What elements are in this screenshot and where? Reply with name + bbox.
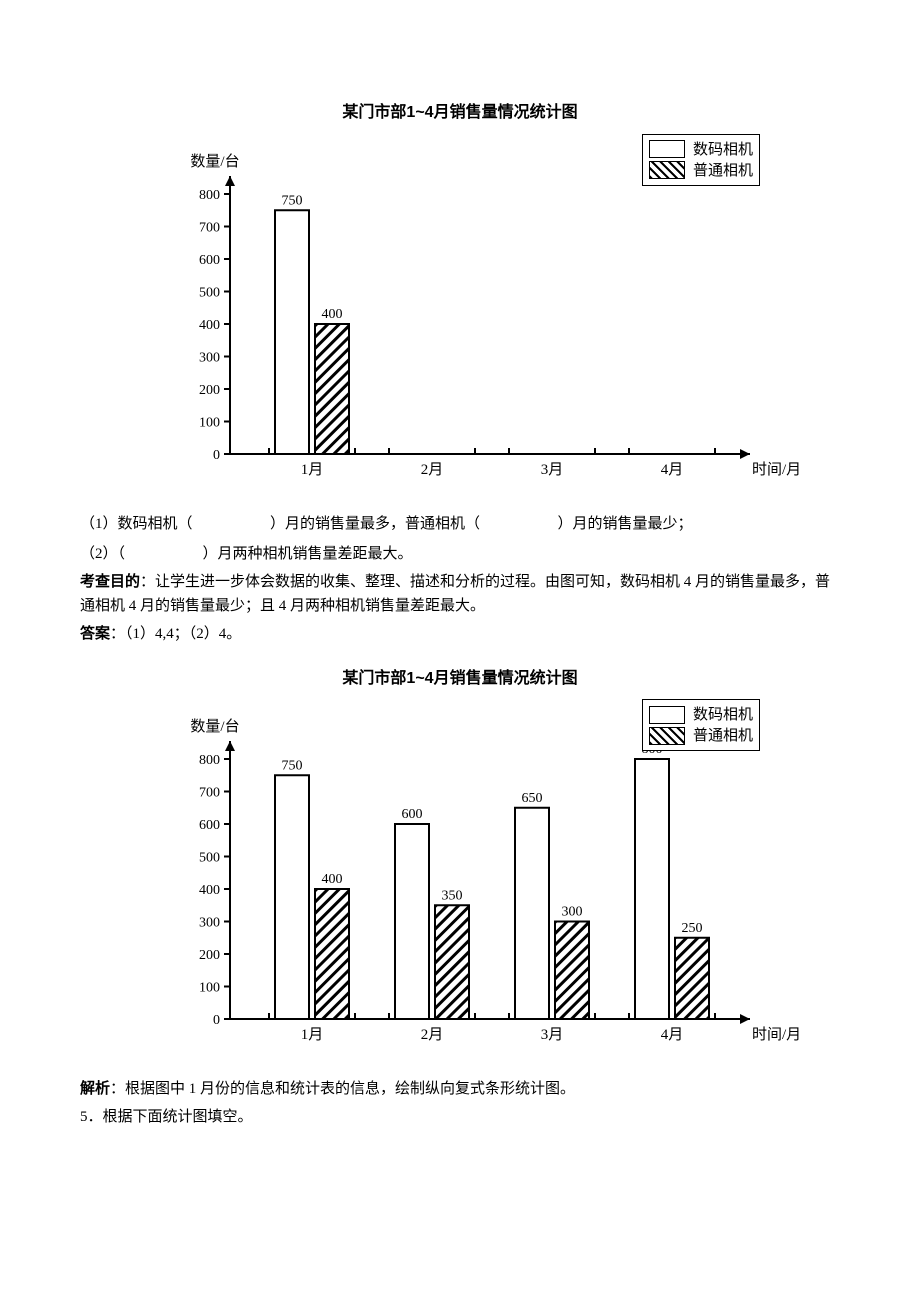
svg-text:0: 0 <box>213 1013 220 1028</box>
svg-text:100: 100 <box>199 415 220 430</box>
legend-label-2: 普通相机 <box>693 160 753 181</box>
chart2-legend: 数码相机 普通相机 <box>642 699 760 751</box>
svg-text:600: 600 <box>199 253 220 268</box>
svg-text:750: 750 <box>282 758 303 773</box>
svg-text:数量/台: 数量/台 <box>190 153 239 170</box>
svg-text:1月: 1月 <box>301 462 324 478</box>
svg-text:300: 300 <box>199 350 220 365</box>
svg-text:800: 800 <box>199 753 220 768</box>
svg-text:600: 600 <box>402 807 423 822</box>
svg-text:650: 650 <box>522 791 543 806</box>
chart1-svg: 0 100 200 300 400 500 600 700 800 数量/台 1月 750 400 2月 3… <box>120 134 800 494</box>
chart2-svg: 0 100 200 300 400 500 600 700 800 数量/台 1月 750 400 2月 6… <box>120 699 800 1059</box>
svg-text:250: 250 <box>682 921 703 936</box>
svg-text:700: 700 <box>199 786 220 801</box>
chart2-title: 某门市部1~4月销售量情况统计图 <box>80 666 840 692</box>
svg-text:300: 300 <box>199 916 220 931</box>
next-question: 5．根据下面统计图填空。 <box>80 1105 840 1129</box>
svg-text:0: 0 <box>213 448 220 463</box>
svg-text:800: 800 <box>199 188 220 203</box>
svg-text:时间/月: 时间/月 <box>752 1026 800 1043</box>
svg-text:数量/台: 数量/台 <box>190 718 239 735</box>
question-2: （2）（ ）月两种相机销售量差距最大。 <box>80 542 840 566</box>
chart1-legend: 数码相机 普通相机 <box>642 134 760 186</box>
svg-text:1月: 1月 <box>301 1027 324 1043</box>
svg-text:3月: 3月 <box>541 462 564 478</box>
objective-text: ：让学生进一步体会数据的收集、整理、描述和分析的过程。由图可知，数码相机 4 月… <box>80 574 830 614</box>
chart1-container: 数码相机 普通相机 0 100 200 300 400 500 600 700 800 数量/台 1… <box>120 134 800 494</box>
svg-text:100: 100 <box>199 981 220 996</box>
svg-text:400: 400 <box>199 883 220 898</box>
svg-text:400: 400 <box>322 307 343 322</box>
objective-line: 考查目的：让学生进一步体会数据的收集、整理、描述和分析的过程。由图可知，数码相机… <box>80 570 840 618</box>
svg-text:时间/月: 时间/月 <box>752 461 800 478</box>
svg-text:600: 600 <box>199 818 220 833</box>
svg-text:500: 500 <box>199 285 220 300</box>
svg-text:400: 400 <box>199 318 220 333</box>
svg-text:750: 750 <box>282 193 303 208</box>
analysis-label: 解析 <box>80 1080 110 1097</box>
svg-text:500: 500 <box>199 851 220 866</box>
svg-text:4月: 4月 <box>661 1027 684 1043</box>
q2-suffix: ）月两种相机销售量差距最大。 <box>203 546 413 562</box>
answer-text: ：（1）4,4；（2）4。 <box>110 626 241 642</box>
legend-swatch-hatched <box>649 161 685 179</box>
objective-label: 考查目的 <box>80 573 140 590</box>
answer-label: 答案 <box>80 625 110 642</box>
svg-text:4月: 4月 <box>661 462 684 478</box>
analysis-line: 解析：根据图中 1 月份的信息和统计表的信息，绘制纵向复式条形统计图。 <box>80 1077 840 1101</box>
legend-label-1b: 数码相机 <box>693 704 753 725</box>
q1-mid: ）月的销售量最多，普通相机（ <box>270 516 480 532</box>
legend-swatch-plain-2 <box>649 706 685 724</box>
legend-label-2b: 普通相机 <box>693 725 753 746</box>
legend-swatch-plain <box>649 140 685 158</box>
svg-text:2月: 2月 <box>421 1027 444 1043</box>
svg-text:300: 300 <box>562 905 583 920</box>
q1-prefix: （1）数码相机（ <box>80 516 193 532</box>
svg-text:200: 200 <box>199 948 220 963</box>
svg-text:200: 200 <box>199 383 220 398</box>
analysis-text: ：根据图中 1 月份的信息和统计表的信息，绘制纵向复式条形统计图。 <box>110 1081 575 1097</box>
svg-text:350: 350 <box>442 888 463 903</box>
svg-text:3月: 3月 <box>541 1027 564 1043</box>
question-1: （1）数码相机（ ）月的销售量最多，普通相机（ ）月的销售量最少； <box>80 512 840 536</box>
svg-text:400: 400 <box>322 872 343 887</box>
legend-label-1: 数码相机 <box>693 139 753 160</box>
svg-text:700: 700 <box>199 220 220 235</box>
answer-line: 答案：（1）4,4；（2）4。 <box>80 622 840 646</box>
chart1-title: 某门市部1~4月销售量情况统计图 <box>80 100 840 126</box>
chart2-container: 数码相机 普通相机 0 100 200 300 400 500 600 700 800 数量/台 1… <box>120 699 800 1059</box>
q1-suffix: ）月的销售量最少； <box>558 516 693 532</box>
svg-text:2月: 2月 <box>421 462 444 478</box>
q2-prefix: （2）（ <box>80 546 125 562</box>
legend-swatch-hatched-2 <box>649 727 685 745</box>
